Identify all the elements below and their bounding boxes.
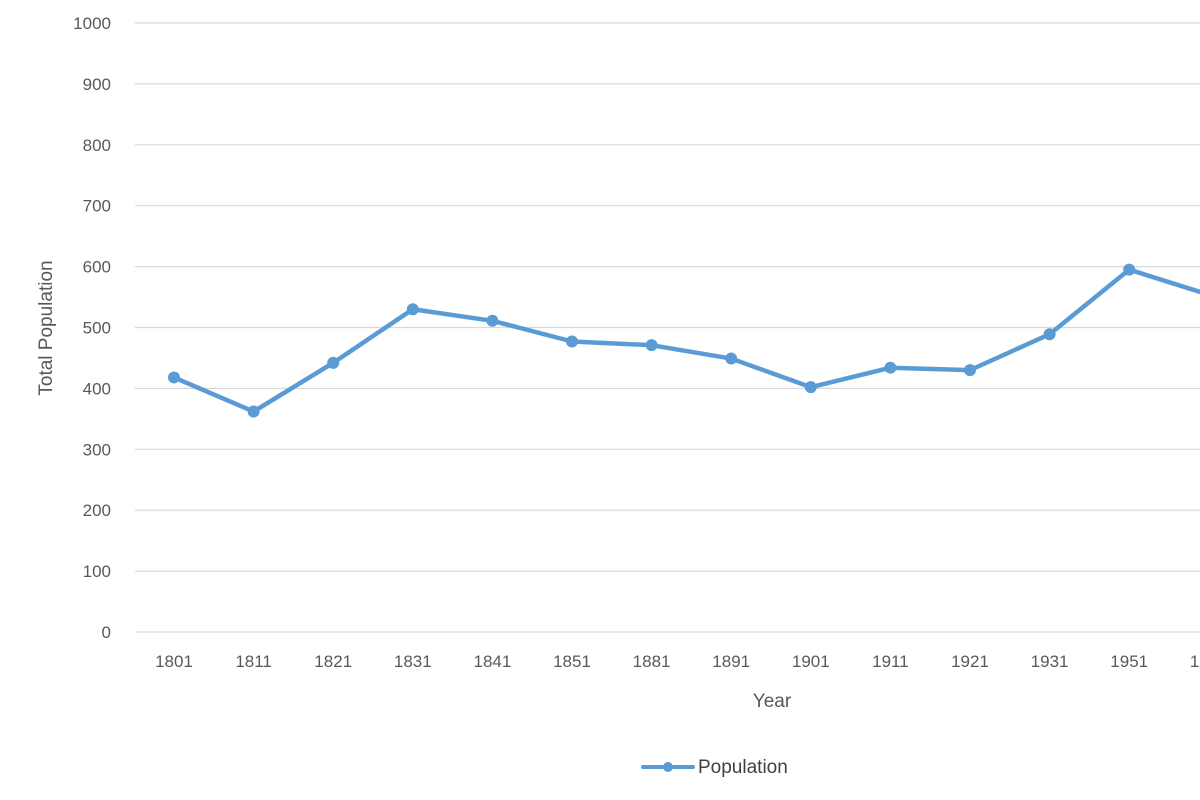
x-tick-label: 1961 xyxy=(1190,652,1200,671)
x-tick-label: 1821 xyxy=(314,652,352,671)
y-tick-label: 700 xyxy=(83,197,111,216)
y-axis-ticks: 0 100 200 300 400 500 600 700 800 900 1000 xyxy=(73,14,111,642)
data-point xyxy=(486,314,499,327)
x-tick-label: 1921 xyxy=(951,652,989,671)
data-point xyxy=(964,364,976,377)
y-tick-label: 400 xyxy=(83,379,111,398)
x-tick-label: 1911 xyxy=(872,652,909,671)
y-tick-label: 800 xyxy=(83,136,111,155)
data-point xyxy=(884,361,897,374)
x-tick-label: 1931 xyxy=(1031,652,1069,671)
data-point xyxy=(327,356,340,369)
data-point xyxy=(1123,263,1136,276)
x-tick-label: 1881 xyxy=(633,652,671,671)
x-tick-label: 1841 xyxy=(473,652,511,671)
data-point xyxy=(645,339,658,352)
x-axis-ticks: 1801 1811 1821 1831 1841 1851 1881 1891 1901 1911… xyxy=(155,652,1200,671)
y-tick-label: 900 xyxy=(83,75,111,94)
data-point xyxy=(566,335,578,348)
y-tick-label: 200 xyxy=(83,501,111,520)
y-tick-label: 100 xyxy=(83,562,111,581)
x-tick-label: 1851 xyxy=(553,652,591,671)
y-tick-label: 300 xyxy=(83,440,111,459)
series-line xyxy=(171,267,1200,414)
y-tick-label: 500 xyxy=(83,319,111,338)
y-tick-label: 0 xyxy=(102,623,111,642)
x-tick-label: 1811 xyxy=(235,652,272,671)
legend-marker xyxy=(663,762,673,772)
x-tick-label: 1901 xyxy=(792,652,830,671)
legend: Population xyxy=(641,757,788,778)
legend-label: Population xyxy=(698,757,788,778)
x-tick-label: 1801 xyxy=(155,652,193,671)
y-axis-title: Total Population xyxy=(36,260,57,395)
x-tick-label: 1951 xyxy=(1110,652,1148,671)
x-tick-label: 1891 xyxy=(712,652,750,671)
gridlines xyxy=(135,22,1200,633)
data-point xyxy=(725,352,738,365)
data-point xyxy=(247,405,260,418)
series-population xyxy=(168,263,1200,418)
data-point xyxy=(1043,328,1056,341)
data-point xyxy=(406,303,419,316)
data-point xyxy=(804,381,817,394)
y-tick-label: 1000 xyxy=(73,14,111,33)
x-axis-title: Year xyxy=(753,691,792,712)
data-point xyxy=(168,371,180,384)
x-tick-label: 1831 xyxy=(394,652,432,671)
y-tick-label: 600 xyxy=(83,258,111,277)
